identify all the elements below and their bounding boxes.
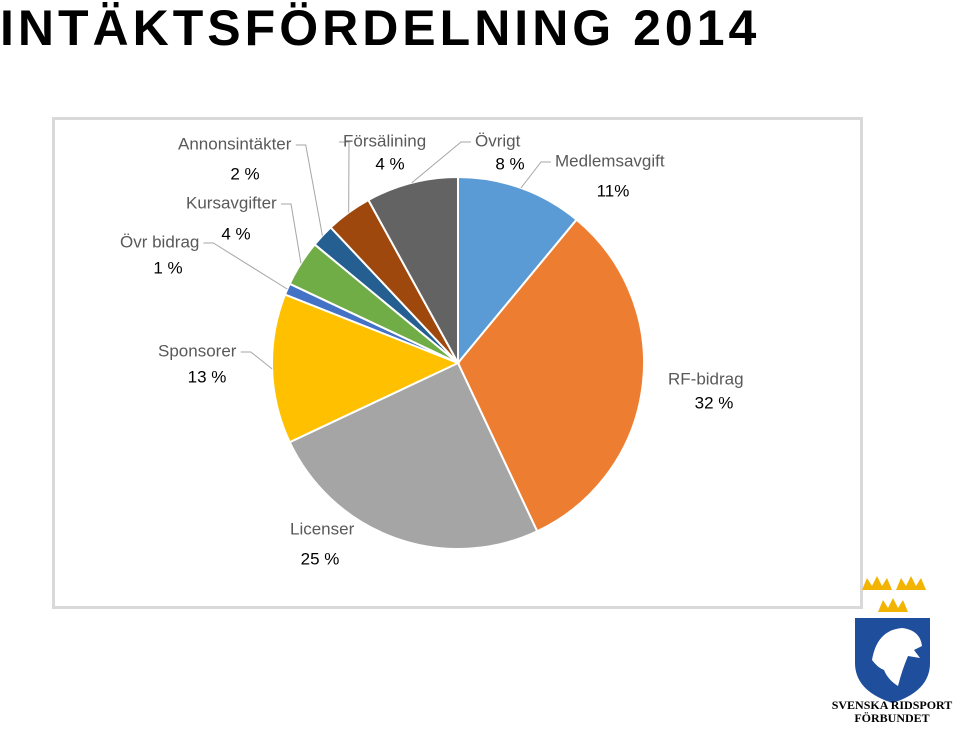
logo: SVENSKA RIDSPORT FÖRBUNDET — [832, 576, 953, 725]
value-label: 2 % — [230, 164, 259, 183]
value-label: 8 % — [495, 154, 524, 173]
pie-slice — [457, 175, 578, 366]
value-label: 1 % — [153, 258, 182, 277]
leader-line — [203, 242, 288, 290]
value-label: 25 % — [301, 549, 340, 568]
pie — [203, 141, 645, 550]
slice-name: Försälining — [343, 131, 426, 150]
leader-line — [295, 144, 323, 236]
value-label: 11% — [597, 181, 630, 200]
slice-name: Annonsintäkter — [178, 134, 292, 153]
slice-name: Övr bidrag — [120, 232, 199, 251]
slice-name: Övrigt — [475, 131, 521, 150]
slide-title: INTÄKTSFÖRDELNING 2014 — [0, 0, 760, 56]
leader-line — [281, 203, 302, 264]
slice-name: RF-bidrag — [668, 369, 744, 388]
value-label: 32 % — [695, 393, 734, 412]
value-label: 13 % — [188, 367, 227, 386]
leader-line — [411, 141, 471, 184]
slice-name: Sponsorer — [158, 341, 237, 360]
value-label: 4 % — [375, 154, 404, 173]
leader-line — [240, 351, 273, 370]
pie-slice — [456, 218, 645, 533]
slice-name: Kursavgifter — [186, 193, 277, 212]
horse — [872, 628, 922, 686]
pie-slice — [288, 361, 539, 550]
logo-text: SVENSKA RIDSPORT — [832, 698, 953, 712]
slice-name: Medlemsavgift — [555, 151, 665, 170]
pie-slice — [367, 175, 459, 364]
crowns — [862, 576, 926, 612]
pie-slice — [271, 293, 461, 444]
slice-name: Licenser — [290, 519, 355, 538]
leader-line — [520, 161, 551, 189]
logo-text: FÖRBUNDET — [854, 711, 929, 725]
leader-line — [339, 141, 350, 213]
value-label: 4 % — [221, 224, 250, 243]
